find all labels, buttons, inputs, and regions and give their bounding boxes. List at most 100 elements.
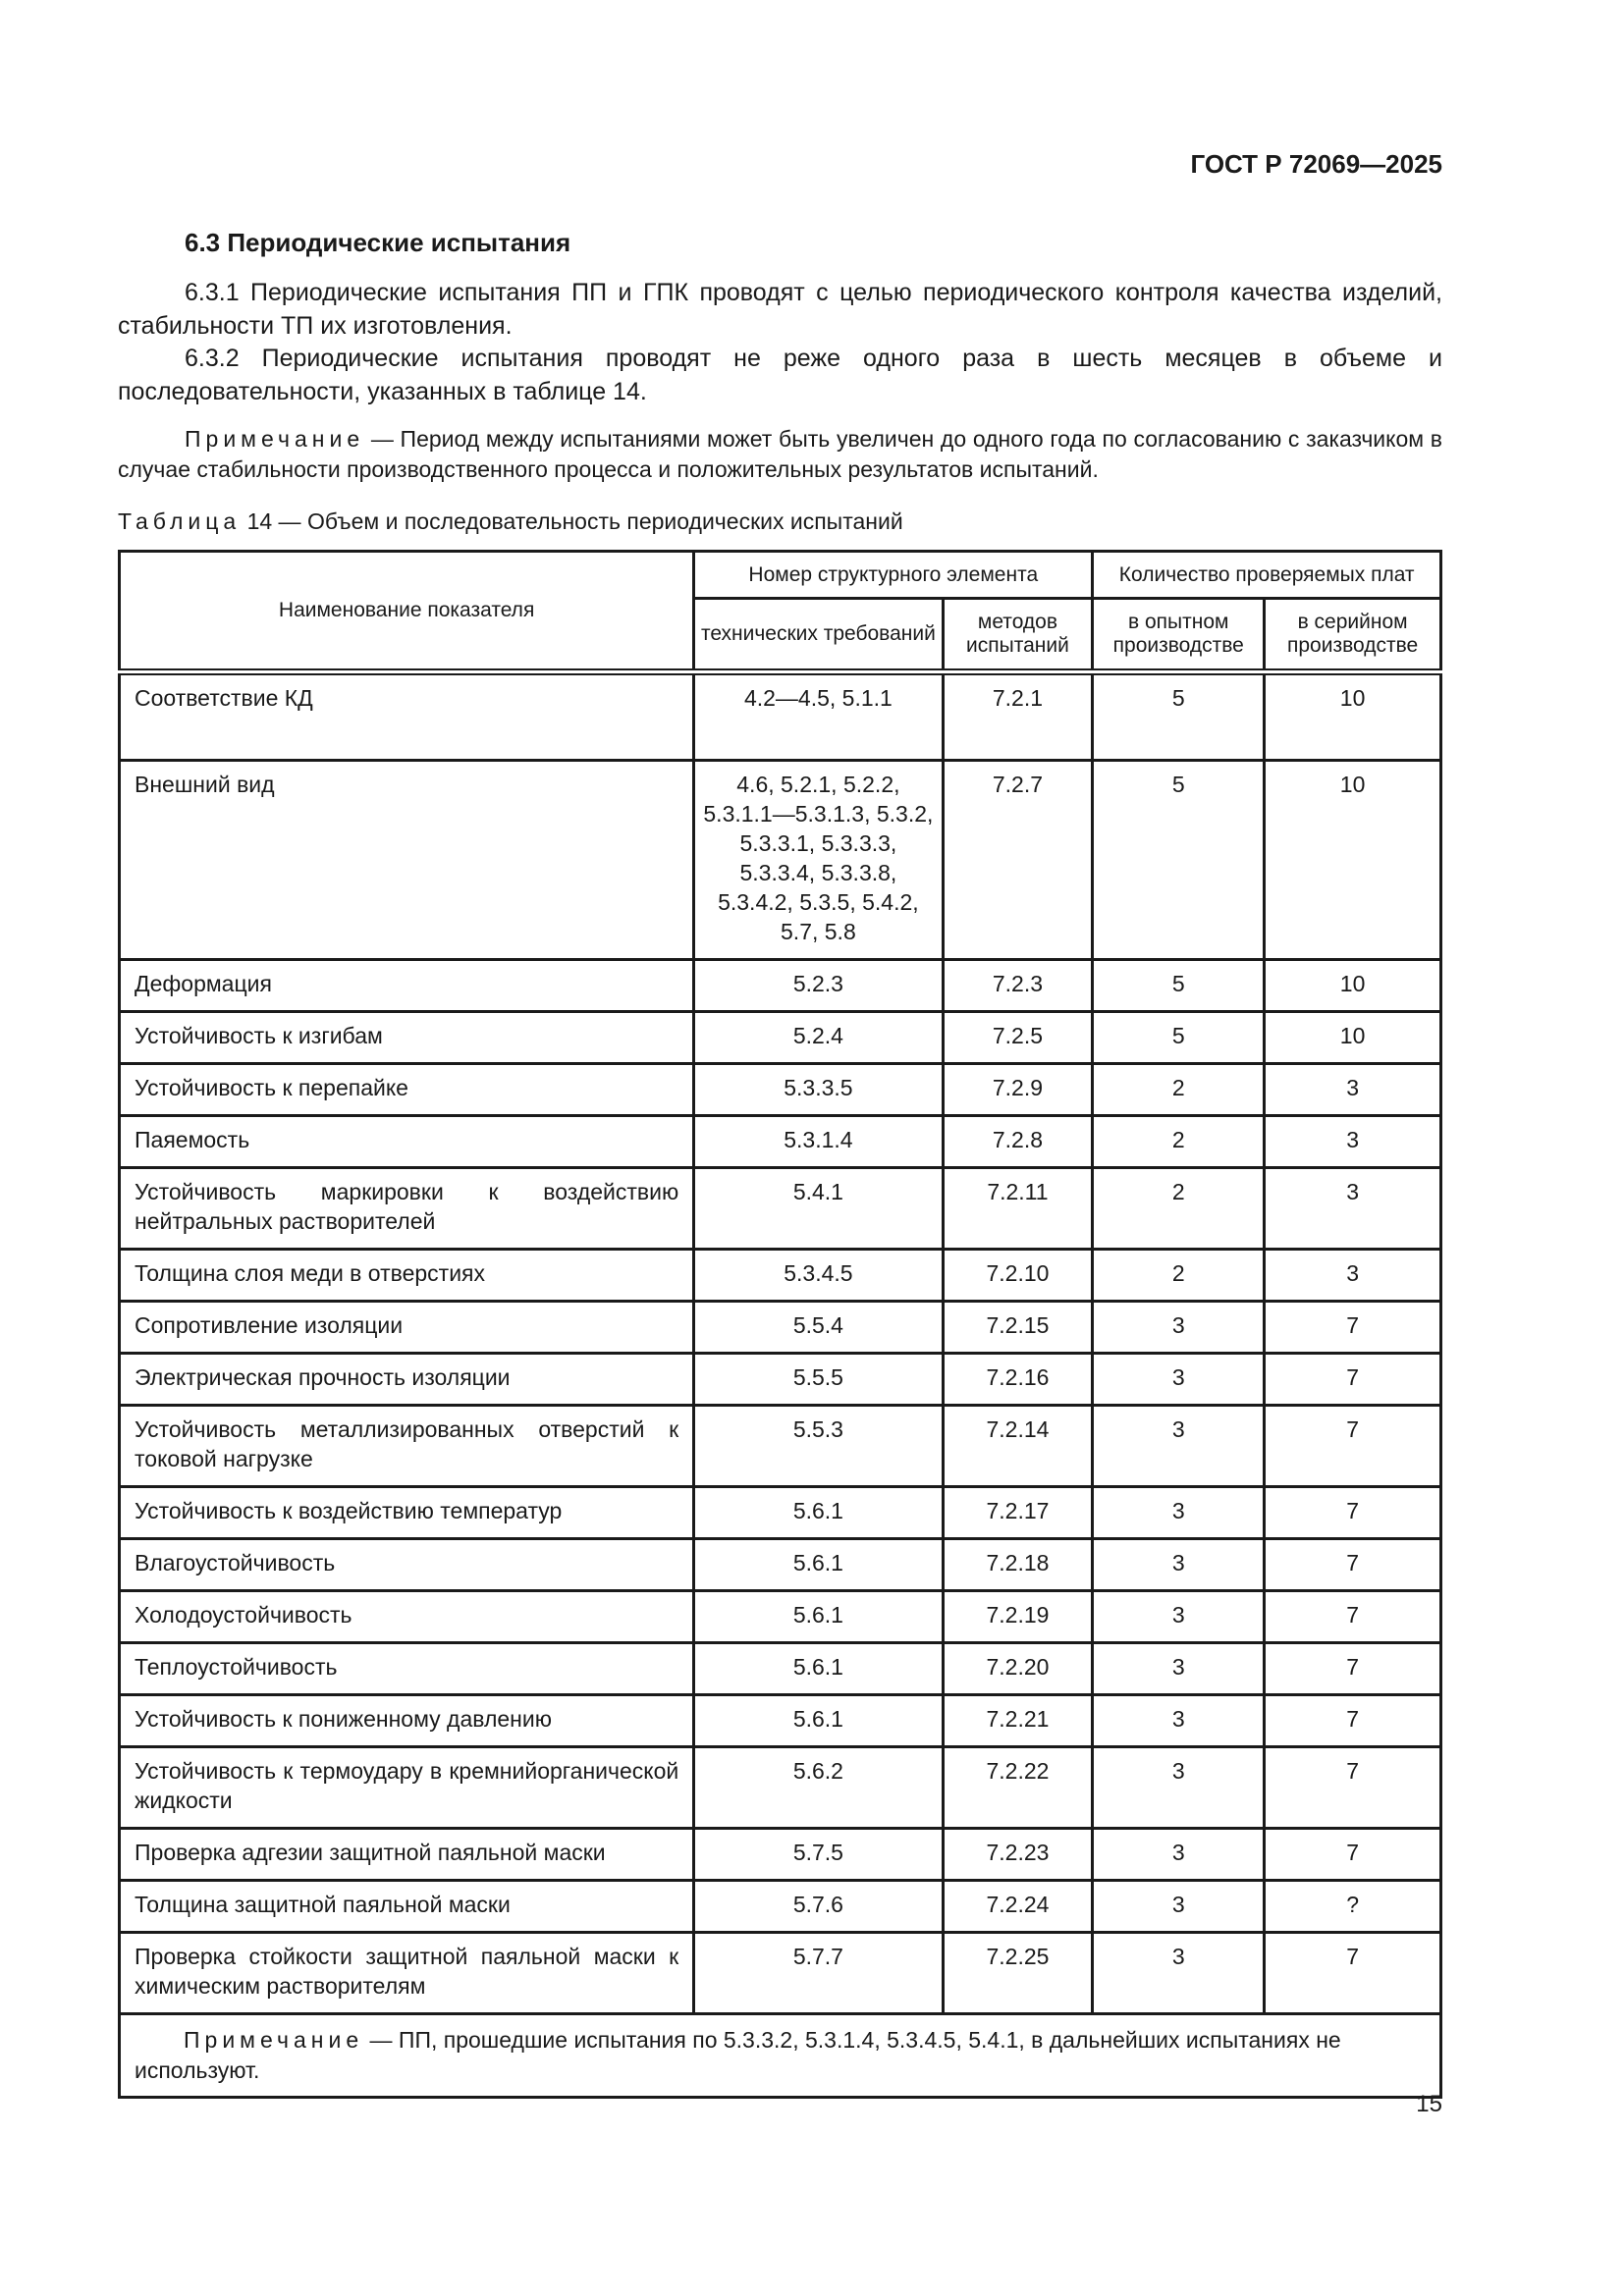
indicator-name: Устойчивость металлизированных отверстий… [117, 1404, 696, 1488]
serial-count: 7 [1263, 1745, 1442, 1830]
indicator-name: Паяемость [117, 1114, 696, 1169]
serial-count: 3 [1263, 1062, 1442, 1117]
indicator-name: Соответствие КД [117, 670, 696, 762]
test-method-ref: 7.2.15 [941, 1300, 1095, 1355]
test-method-ref: 7.2.11 [941, 1166, 1095, 1251]
serial-count: ? [1263, 1879, 1442, 1934]
table-row: Проверка адгезии защитной паяльной маски… [117, 1827, 1442, 1882]
indicator-name: Теплоустойчивость [117, 1641, 696, 1696]
indicator-name: Устойчивость к воздействию температур [117, 1485, 696, 1540]
test-method-ref: 7.2.7 [941, 759, 1095, 961]
tech-requirement-ref: 5.7.5 [692, 1827, 945, 1882]
serial-count: 3 [1263, 1248, 1442, 1303]
indicator-name: Холодоустойчивость [117, 1589, 696, 1644]
periodic-tests-table: Наименование показателя Номер структурно… [117, 550, 1442, 2099]
tech-requirement-ref: 5.3.3.5 [692, 1062, 945, 1117]
tech-requirement-ref: 5.6.1 [692, 1537, 945, 1592]
paragraph-6-3-1: 6.3.1 Периодические испытания ПП и ГПК п… [118, 279, 1442, 340]
serial-count: 7 [1263, 1300, 1442, 1355]
test-method-ref: 7.2.22 [941, 1745, 1095, 1830]
pilot-count: 3 [1091, 1404, 1267, 1488]
note-label: Примечание [185, 426, 365, 452]
serial-count: 7 [1263, 1641, 1442, 1696]
note-text: — Период между испытаниями может быть ув… [118, 426, 1442, 482]
tech-requirement-ref: 5.4.1 [692, 1166, 945, 1251]
table-row: Проверка стойкости защитной паяльной мас… [117, 1931, 1442, 2015]
pilot-count: 3 [1091, 1931, 1267, 2015]
indicator-name: Устойчивость к пониженному давлению [117, 1693, 696, 1748]
pilot-count: 3 [1091, 1537, 1267, 1592]
paragraph-6-3-2: 6.3.2 Периодические испытания проводят н… [118, 345, 1442, 405]
header-pilot-production: в опытном производстве [1091, 597, 1267, 675]
pilot-count: 3 [1091, 1300, 1267, 1355]
table-row: Электрическая прочность изоляции 5.5.5 7.2… [117, 1352, 1442, 1407]
serial-count: 7 [1263, 1827, 1442, 1882]
tech-requirement-ref: 5.6.1 [692, 1693, 945, 1748]
header-tech-requirements: технических требований [692, 597, 945, 675]
test-method-ref: 7.2.20 [941, 1641, 1095, 1696]
serial-count: 3 [1263, 1166, 1442, 1251]
tech-requirement-ref: 5.6.1 [692, 1589, 945, 1644]
indicator-name: Влагоустойчивость [117, 1537, 696, 1592]
table-row: Устойчивость к термоудару в кремнийорган… [117, 1745, 1442, 1830]
table-row: Устойчивость маркировки к воздействию не… [117, 1166, 1442, 1251]
caption-text: 14 — Объем и последовательность периодич… [241, 508, 903, 534]
pilot-count: 5 [1091, 958, 1267, 1013]
table-row: Соответствие КД 4.2—4.5, 5.1.1 7.2.1 5 10 [117, 670, 1442, 762]
table-note-text: — ПП, прошедшие испытания по 5.3.3.2, 5.… [135, 2027, 1341, 2083]
table-row: Холодоустойчивость 5.6.1 7.2.19 3 7 [117, 1589, 1442, 1644]
tech-requirement-ref: 5.5.5 [692, 1352, 945, 1407]
test-method-ref: 7.2.1 [941, 670, 1095, 762]
indicator-name: Толщина защитной паяльной маски [117, 1879, 696, 1934]
page-number: 15 [1416, 2091, 1442, 2117]
indicator-name: Проверка адгезии защитной паяльной маски [117, 1827, 696, 1882]
table-caption: Таблица 14 — Объем и последовательность … [118, 508, 903, 535]
tech-requirement-ref: 5.5.4 [692, 1300, 945, 1355]
test-method-ref: 7.2.17 [941, 1485, 1095, 1540]
table-row: Устойчивость к перепайке 5.3.3.5 7.2.9 2 3 [117, 1062, 1442, 1117]
header-test-methods: методов испытаний [941, 597, 1095, 675]
tech-requirement-ref: 5.5.3 [692, 1404, 945, 1488]
test-method-ref: 7.2.3 [941, 958, 1095, 1013]
header-name: Наименование показателя [117, 550, 696, 675]
indicator-name: Толщина слоя меди в отверстиях [117, 1248, 696, 1303]
serial-count: 7 [1263, 1589, 1442, 1644]
pilot-count: 3 [1091, 1827, 1267, 1882]
serial-count: 10 [1263, 1010, 1442, 1065]
tech-requirement-ref: 5.3.4.5 [692, 1248, 945, 1303]
tech-requirement-ref: 5.7.6 [692, 1879, 945, 1934]
table-note: Примечание — ПП, прошедшие испытания по … [118, 2012, 1442, 2099]
table-row: Толщина защитной паяльной маски 5.7.6 7.2.… [117, 1879, 1442, 1934]
test-method-ref: 7.2.14 [941, 1404, 1095, 1488]
table-row: Устойчивость к воздействию температур 5.6… [117, 1485, 1442, 1540]
indicator-name: Устойчивость к изгибам [117, 1010, 696, 1065]
header-serial-production: в серийном производстве [1263, 597, 1442, 675]
pilot-count: 2 [1091, 1166, 1267, 1251]
serial-count: 3 [1263, 1114, 1442, 1169]
test-method-ref: 7.2.8 [941, 1114, 1095, 1169]
indicator-name: Устойчивость маркировки к воздействию не… [117, 1166, 696, 1251]
indicator-name: Электрическая прочность изоляции [117, 1352, 696, 1407]
test-method-ref: 7.2.25 [941, 1931, 1095, 2015]
serial-count: 10 [1263, 958, 1442, 1013]
serial-count: 7 [1263, 1537, 1442, 1592]
pilot-count: 3 [1091, 1352, 1267, 1407]
serial-count: 7 [1263, 1404, 1442, 1488]
indicator-name: Проверка стойкости защитной паяльной мас… [117, 1931, 696, 2015]
pilot-count: 5 [1091, 759, 1267, 961]
test-method-ref: 7.2.16 [941, 1352, 1095, 1407]
indicator-name: Внешний вид [117, 759, 696, 961]
pilot-count: 3 [1091, 1485, 1267, 1540]
serial-count: 10 [1263, 670, 1442, 762]
indicator-name: Устойчивость к термоудару в кремнийорган… [117, 1745, 696, 1830]
pilot-count: 3 [1091, 1693, 1267, 1748]
table-row: Теплоустойчивость 5.6.1 7.2.20 3 7 [117, 1641, 1442, 1696]
pilot-count: 3 [1091, 1641, 1267, 1696]
document-code: ГОСТ Р 72069—2025 [1190, 149, 1442, 179]
table-row: Устойчивость металлизированных отверстий… [117, 1404, 1442, 1488]
table-row: Устойчивость к изгибам 5.2.4 7.2.5 5 10 [117, 1010, 1442, 1065]
pilot-count: 2 [1091, 1248, 1267, 1303]
tech-requirement-ref: 5.6.1 [692, 1641, 945, 1696]
section-title: 6.3 Периодические испытания [185, 228, 571, 257]
pilot-count: 3 [1091, 1589, 1267, 1644]
